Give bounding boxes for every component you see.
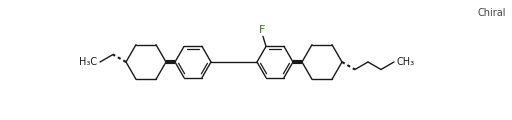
Text: CH₃: CH₃ xyxy=(397,57,415,67)
Text: Chiral: Chiral xyxy=(478,8,506,18)
Text: H₃C: H₃C xyxy=(79,57,97,67)
Text: F: F xyxy=(259,25,265,35)
